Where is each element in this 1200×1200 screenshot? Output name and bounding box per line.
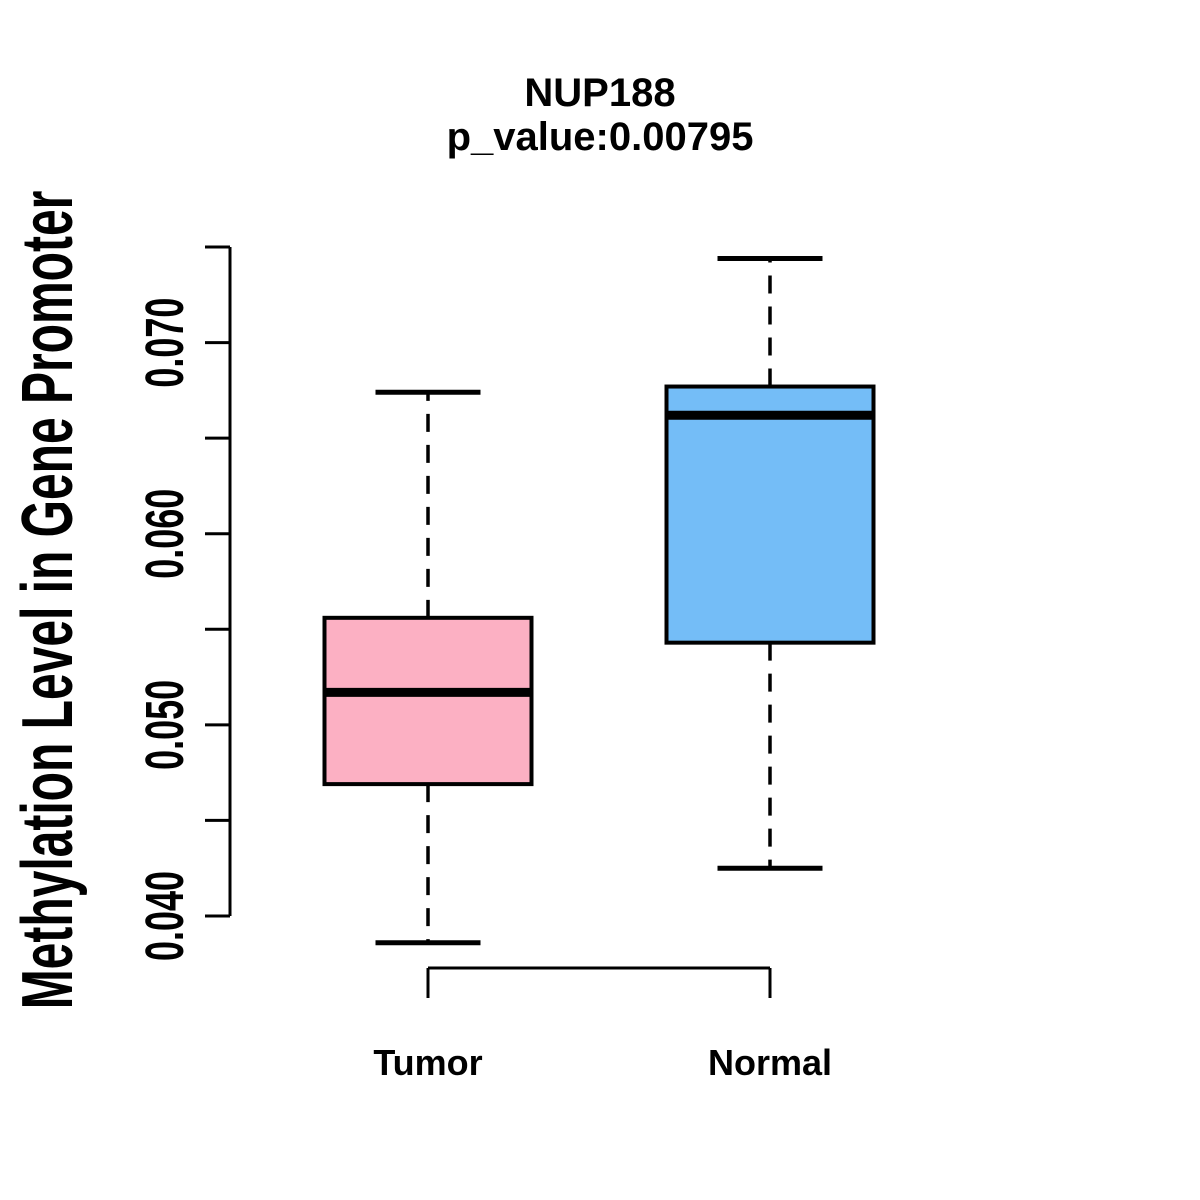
chart-subtitle: p_value:0.00795 [447, 115, 754, 159]
chart-title: NUP188 [524, 71, 675, 115]
y-tick-label: 0.040 [134, 871, 195, 961]
category-label-tumor: Tumor [373, 1042, 482, 1083]
category-label-normal: Normal [708, 1042, 832, 1083]
y-axis-label: Methylation Level in Gene Promoter [7, 191, 87, 1010]
y-tick-label: 0.050 [134, 680, 195, 770]
box-normal [664, 384, 876, 645]
y-tick-label: 0.060 [134, 489, 195, 579]
y-tick-label: 0.070 [134, 298, 195, 388]
box-tumor [322, 615, 534, 787]
